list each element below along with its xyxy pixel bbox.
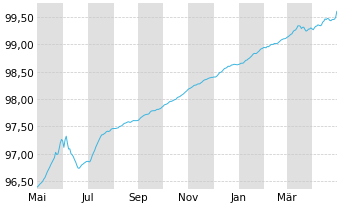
- Bar: [63, 4, 88, 189]
- Bar: [188, 4, 214, 189]
- Bar: [138, 4, 163, 189]
- Bar: [239, 4, 264, 189]
- Bar: [312, 4, 338, 189]
- Bar: [163, 4, 188, 189]
- Bar: [114, 4, 138, 189]
- Bar: [287, 4, 312, 189]
- Bar: [88, 4, 114, 189]
- Bar: [214, 4, 239, 189]
- Bar: [37, 4, 63, 189]
- Bar: [264, 4, 287, 189]
